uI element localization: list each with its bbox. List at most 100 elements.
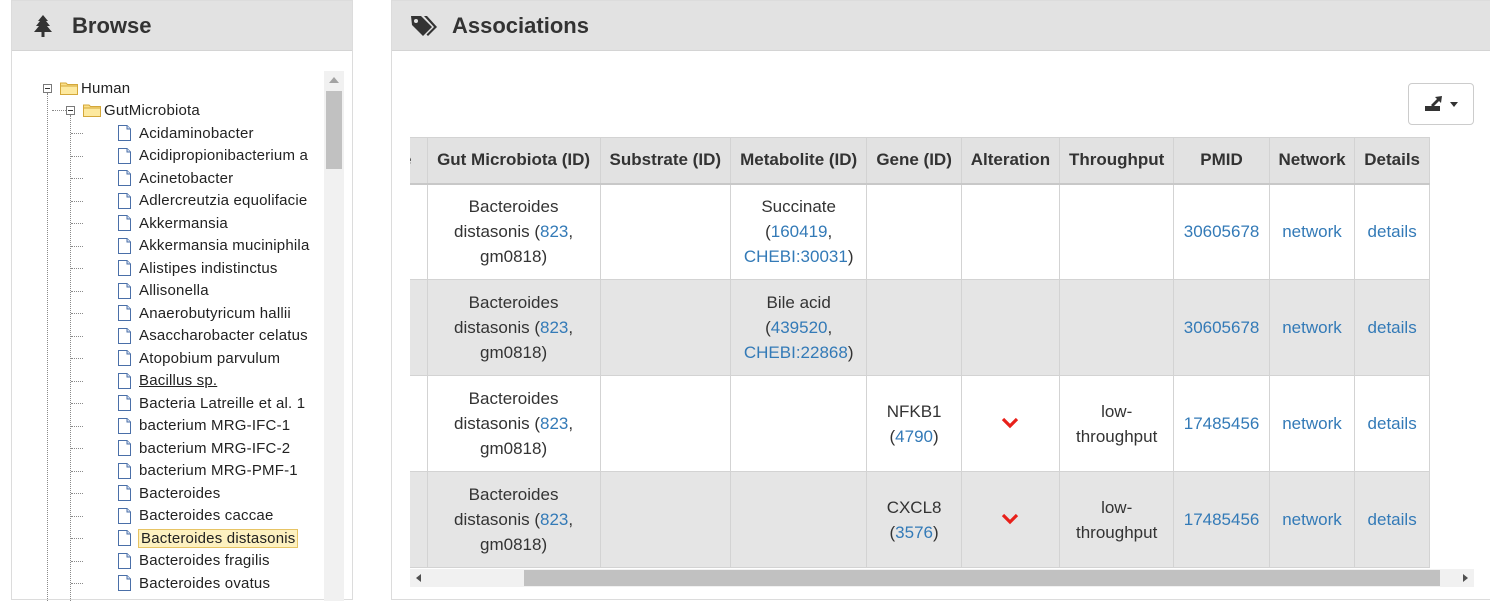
scroll-up-arrow-icon[interactable] [329, 77, 339, 83]
throughput-cell [1058, 183, 1175, 280]
details-link[interactable]: details [1367, 510, 1417, 529]
tree-leaf[interactable]: Allisonella [118, 280, 209, 302]
metabolite-name: Bile acid [766, 293, 831, 312]
tree-leaf[interactable]: Bacteroides ovatus [118, 572, 270, 594]
details-column-header[interactable]: Details [1354, 137, 1430, 185]
folder-open-icon [83, 104, 101, 117]
network-cell: network [1268, 375, 1356, 472]
tree-leaf-label: Bacteroides distasonis [137, 528, 299, 548]
gene-column-header[interactable]: Gene (ID) [866, 137, 962, 185]
network-link[interactable]: network [1282, 318, 1342, 337]
tree-leaf-label: Asaccharobacter celatus [139, 327, 308, 344]
alteration-column-header[interactable]: Alteration [960, 137, 1060, 185]
tree-vertical-scrollbar[interactable] [324, 71, 344, 601]
root-collapse-toggle[interactable] [43, 84, 52, 93]
tags-icon [411, 15, 437, 36]
table-horizontal-scrollbar[interactable] [410, 569, 1474, 587]
tree-leaf[interactable]: Anaerobutyricum hallii [118, 302, 291, 324]
tree-leaf[interactable]: Akkermansia muciniphila [118, 235, 310, 257]
gene-id-link[interactable]: 4790 [895, 426, 933, 446]
microbiota-column-header[interactable]: Gut Microbiota (ID) [426, 137, 601, 185]
microbe-id-link[interactable]: 823 [540, 222, 569, 242]
microbe-name: Bacteroides distasonis [454, 389, 559, 433]
table-row: Bacteroides distasonis (823, gm0818) NFKB… [410, 375, 1430, 472]
details-link[interactable]: details [1367, 318, 1417, 337]
file-icon [118, 485, 131, 501]
tree-leaf[interactable]: Atopobium parvulum [118, 347, 280, 369]
metabolite-column-header[interactable]: Metabolite (ID) [730, 137, 868, 185]
network-column-header[interactable]: Network [1268, 137, 1356, 185]
tree-leaf[interactable]: Acidaminobacter [118, 122, 254, 144]
tree-leaf[interactable]: Bacteroides [118, 482, 220, 504]
substrate-column-header[interactable]: Substrate (ID) [599, 137, 732, 185]
file-icon [118, 170, 131, 186]
tree-leaf[interactable]: Acinetobacter [118, 167, 233, 189]
tree-leaf[interactable]: Asaccharobacter celatus [118, 325, 308, 347]
associations-panel: Associations useGut Microbiota (ID)Subst… [391, 0, 1490, 600]
chevron-down-icon [1002, 417, 1019, 429]
tree-leaf[interactable]: Bacteroides caccae [118, 505, 274, 527]
tree-leaf-label: Adlercreutzia equolifacie [139, 192, 308, 209]
pmid-link[interactable]: 17485456 [1183, 510, 1260, 529]
tree-leaf[interactable]: Bacteroides fragilis [118, 550, 270, 572]
network-link[interactable]: network [1282, 510, 1342, 529]
network-link[interactable]: network [1282, 222, 1342, 242]
tree-leaf[interactable]: bacterium MRG-PMF-1 [118, 460, 298, 482]
table-scroll-thumb[interactable] [524, 570, 1440, 586]
metabolite-id-link[interactable]: 439520 [770, 318, 828, 337]
table-row: Bacteroides distasonis (823, gm0818) Bile… [410, 279, 1430, 376]
export-icon [1425, 96, 1442, 111]
file-icon [118, 417, 131, 434]
use-cell [410, 471, 428, 568]
tree-leaf[interactable]: Bacillus sp. [118, 370, 217, 392]
file-icon [118, 372, 131, 389]
tree-leaf-label: bacterium MRG-IFC-2 [139, 439, 291, 457]
file-icon [118, 282, 131, 299]
details-link[interactable]: details [1367, 414, 1417, 433]
scroll-left-arrow-icon[interactable] [416, 574, 421, 582]
microbe-id-link[interactable]: 823 [540, 318, 569, 337]
microbe-id-link[interactable]: 823 [540, 510, 569, 529]
tree-leaf-label: Akkermansia [139, 214, 228, 232]
alteration-cell [960, 279, 1060, 376]
chebi-id-link[interactable]: CHEBI:22868 [743, 343, 848, 362]
scroll-right-arrow-icon[interactable] [1463, 574, 1468, 582]
tree-leaf[interactable]: Bacteroides distasonis [118, 527, 299, 549]
taxonomy-tree[interactable]: Human GutMicrobiota Acidaminobacter Acidi… [40, 71, 344, 601]
microbe-name: Bacteroides distasonis [454, 293, 559, 337]
pmid-link[interactable]: 30605678 [1183, 318, 1260, 337]
tree-icon [34, 14, 52, 37]
substrate-cell [599, 279, 732, 376]
tree-leaf[interactable]: bacterium MRG-IFC-1 [118, 415, 290, 437]
details-link[interactable]: details [1367, 222, 1417, 242]
substrate-cell [599, 375, 732, 472]
tree-node-gutmicrobiota[interactable]: GutMicrobiota [83, 99, 200, 121]
tree-leaf[interactable]: Adlercreutzia equolifacie [118, 190, 307, 212]
tree-leaf[interactable]: Akkermansia [118, 212, 228, 234]
tree-leaf[interactable]: Acidipropionibacterium a [118, 145, 308, 167]
associations-table: useGut Microbiota (ID)Substrate (ID)Meta… [410, 137, 1430, 568]
group-collapse-toggle[interactable] [66, 106, 75, 115]
tree-scroll-thumb[interactable] [326, 91, 342, 169]
browse-title: Browse [72, 12, 152, 38]
tree-leaf[interactable]: bacterium MRG-IFC-2 [118, 437, 290, 459]
metabolite-cell: Bile acid (439520, CHEBI:22868) [730, 279, 868, 376]
metabolite-cell: Succinate (160419, CHEBI:30031) [730, 183, 868, 280]
pmid-link[interactable]: 30605678 [1183, 222, 1260, 242]
throughput-column-header[interactable]: Throughput [1058, 137, 1175, 185]
microbe-id-link[interactable]: 823 [540, 414, 569, 433]
tree-node-label: GutMicrobiota [104, 101, 200, 119]
pmid-column-header[interactable]: PMID [1173, 137, 1270, 185]
network-link[interactable]: network [1282, 414, 1342, 433]
pmid-link[interactable]: 17485456 [1183, 414, 1260, 433]
tree-leaf[interactable]: Bacteria Latreille et al. 1 [118, 392, 305, 414]
export-button[interactable] [1408, 83, 1474, 125]
chebi-id-link[interactable]: CHEBI:30031 [743, 247, 848, 267]
metabolite-id-link[interactable]: 160419 [770, 222, 828, 242]
use-column-header[interactable]: use [410, 137, 428, 185]
tree-node-human[interactable]: Human [60, 77, 130, 99]
file-icon [118, 192, 131, 209]
gene-id-link[interactable]: 3576 [895, 522, 933, 542]
gene-name: NFKB1 [886, 401, 942, 421]
tree-leaf[interactable]: Alistipes indistinctus [118, 257, 278, 279]
